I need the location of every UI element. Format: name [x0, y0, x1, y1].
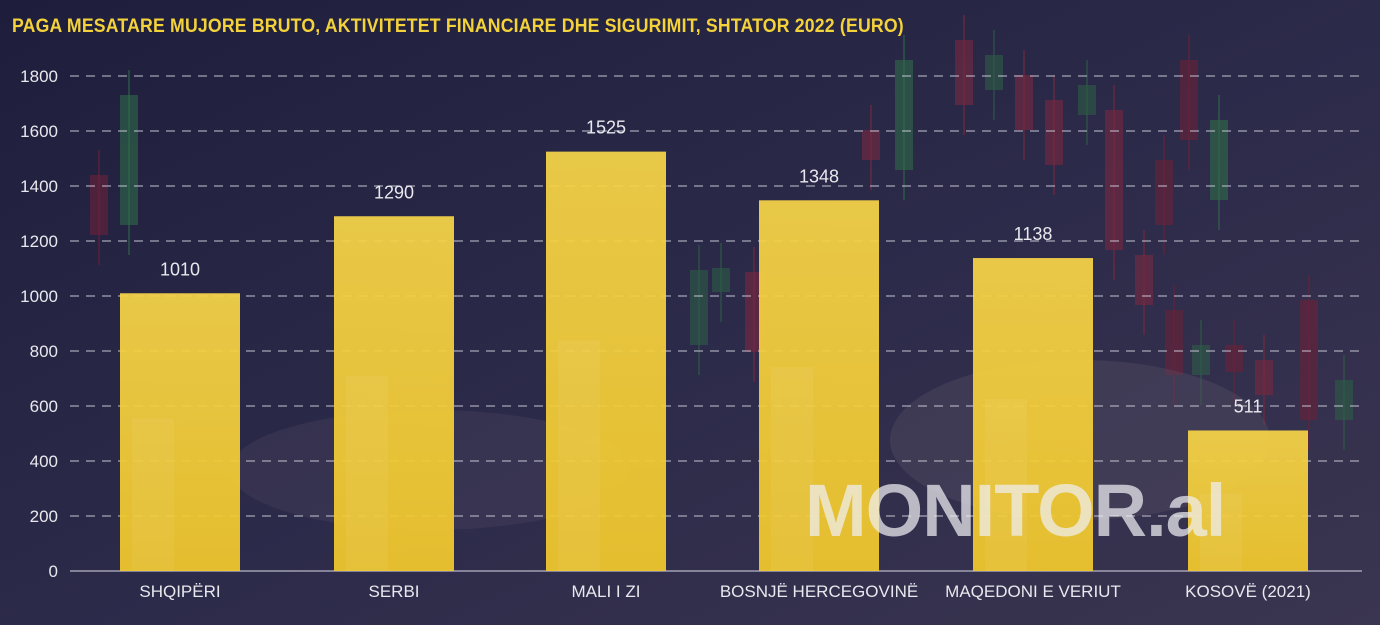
candle-body: [1225, 345, 1243, 372]
bar: [759, 200, 879, 572]
candle-body: [1192, 345, 1210, 375]
bar: [973, 258, 1093, 571]
x-tick-label: MAQEDONI E VERIUT: [945, 582, 1121, 601]
candle-body: [1135, 255, 1153, 305]
candle-body: [690, 270, 708, 345]
y-tick-label: 1600: [20, 122, 58, 141]
y-tick-label: 600: [30, 397, 58, 416]
bar-sheen: [346, 375, 388, 571]
x-tick-label: SHQIPËRI: [139, 582, 220, 601]
y-tick-label: 0: [49, 562, 58, 581]
bar-sheen: [558, 340, 600, 571]
candle-body: [1165, 310, 1183, 375]
candle-body: [1015, 75, 1033, 130]
bar: [1188, 430, 1308, 571]
x-tick-label: MALI I ZI: [572, 582, 641, 601]
candle-body: [90, 175, 108, 235]
candle-body: [1155, 160, 1173, 225]
candle-body: [1300, 300, 1318, 420]
y-tick-label: 1800: [20, 67, 58, 86]
y-tick-label: 1400: [20, 177, 58, 196]
candle-body: [1255, 360, 1273, 395]
bar: [334, 216, 454, 571]
bar-sheen: [771, 367, 813, 571]
value-label: 1525: [586, 118, 626, 138]
candle-body: [1335, 380, 1353, 420]
candle-body: [1210, 120, 1228, 200]
x-tick-label: BOSNJË HERCEGOVINË: [720, 582, 918, 601]
candle-body: [745, 272, 763, 352]
candle-body: [1045, 100, 1063, 165]
candle-body: [712, 268, 730, 292]
bar: [546, 151, 666, 571]
y-tick-label: 200: [30, 507, 58, 526]
gridlines: [70, 75, 1362, 572]
bar-sheen: [985, 398, 1027, 571]
y-tick-label: 400: [30, 452, 58, 471]
value-labels: 1010 1290 1525 1348 1138 511: [160, 118, 1262, 417]
candle-body: [985, 55, 1003, 90]
value-label: 1348: [799, 166, 839, 186]
candle-body: [955, 40, 973, 105]
y-axis-ticks: 0 200 400 600 800 1000 1200 1400 1600 1800: [20, 67, 58, 581]
x-axis-labels: SHQIPËRI SERBI MALI I ZI BOSNJË HERCEGOVINË…: [139, 582, 1310, 601]
x-tick-label: KOSOVË (2021): [1185, 582, 1311, 601]
candle-body: [120, 95, 138, 225]
y-tick-label: 1000: [20, 287, 58, 306]
y-tick-label: 800: [30, 342, 58, 361]
candle-body: [895, 60, 913, 170]
x-tick-label: SERBI: [368, 582, 419, 601]
bar-sheen: [132, 418, 174, 571]
chart-title: PAGA MESATARE MUJORE BRUTO, AKTIVITETET …: [12, 16, 904, 37]
bar-sheen: [1200, 493, 1242, 571]
value-label: 511: [1234, 396, 1263, 416]
bars: [120, 151, 1308, 572]
candle-body: [1078, 85, 1096, 115]
candle-body: [1105, 110, 1123, 250]
candle-body: [1180, 60, 1198, 140]
value-label: 1290: [374, 182, 414, 202]
bar: [120, 293, 240, 571]
candle-body: [862, 130, 880, 160]
value-label: 1138: [1014, 224, 1053, 244]
watermark-logo: MONITOR.al: [805, 469, 1226, 552]
y-tick-label: 1200: [20, 232, 58, 251]
value-label: 1010: [160, 259, 200, 279]
